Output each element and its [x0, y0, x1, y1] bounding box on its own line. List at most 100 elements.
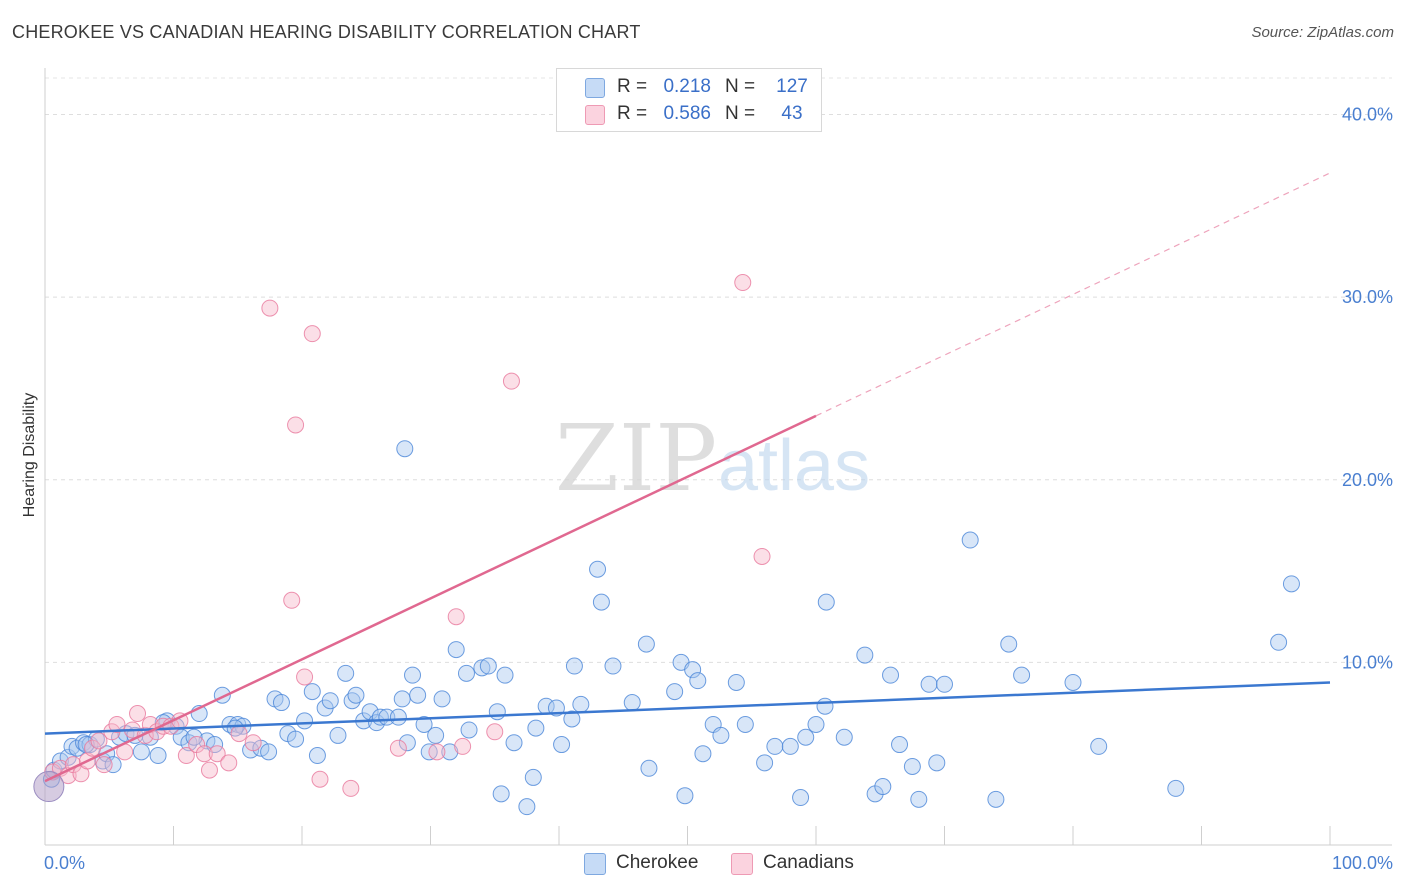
legend-r-value: 0.218: [663, 76, 711, 97]
cherokee-point: [272, 694, 290, 712]
cherokee-point: [132, 743, 150, 761]
canadians-point: [129, 705, 147, 723]
cherokee-point: [835, 728, 853, 746]
cherokee-point: [404, 666, 422, 684]
cherokee-point: [987, 790, 1005, 808]
cherokee-point: [389, 708, 407, 726]
cherokee-point: [457, 664, 475, 682]
cherokee-point: [1013, 666, 1031, 684]
cherokee-point: [816, 697, 834, 715]
cherokee-point: [920, 675, 938, 693]
scatter-points: [33, 274, 1300, 816]
bottom-swatch-cherokee: [584, 853, 606, 875]
cherokee-point: [604, 657, 622, 675]
cherokee-point: [296, 712, 314, 730]
legend-r-label: R =: [617, 103, 648, 124]
cherokee-point: [396, 440, 414, 458]
y-tick-label: 40.0%: [1342, 105, 1393, 125]
cherokee-point: [398, 734, 416, 752]
cherokee-point: [447, 641, 465, 659]
source-label: Source: ZipAtlas.com: [1251, 24, 1394, 41]
canadians-point: [95, 756, 113, 774]
cherokee-point: [492, 785, 510, 803]
cherokee-point: [1090, 737, 1108, 755]
cherokee-point: [928, 754, 946, 772]
cherokee-point: [321, 692, 339, 710]
chart-title: CHEROKEE VS CANADIAN HEARING DISABILITY …: [12, 22, 641, 42]
canadians-point: [200, 761, 218, 779]
cherokee-point: [149, 747, 167, 765]
canadians-point: [311, 770, 329, 788]
cherokee-point: [518, 798, 536, 816]
canadians-point: [502, 372, 520, 390]
cherokee-point: [1167, 779, 1185, 797]
canadians-point: [84, 739, 102, 757]
canadians-point: [220, 754, 238, 772]
cherokee-point: [460, 721, 478, 739]
cherokee-point: [303, 683, 321, 701]
cherokee-point: [891, 736, 909, 754]
cherokee-point: [441, 743, 459, 761]
canadians-point: [296, 668, 314, 686]
cherokee-point: [198, 732, 216, 750]
cherokee-point: [260, 743, 278, 761]
watermark-atlas: atlas: [718, 426, 870, 506]
canadians-trend-line: [44, 414, 817, 783]
cherokee-point: [505, 734, 523, 752]
cherokee-point: [640, 759, 658, 777]
cherokee-point: [427, 726, 445, 744]
cherokee-point: [666, 683, 684, 701]
canadians-point: [303, 325, 321, 343]
cherokee-point: [553, 736, 571, 754]
cherokee-point: [694, 745, 712, 763]
cherokee-point: [856, 646, 874, 664]
cherokee-point: [393, 690, 411, 708]
cherokee-point: [781, 737, 799, 755]
cherokee-point: [415, 715, 433, 733]
cherokee-point: [797, 728, 815, 746]
canadians-point: [195, 745, 213, 763]
cherokee-point: [329, 726, 347, 744]
cherokee-point: [756, 754, 774, 772]
legend: R = 0.218 N = 127 R = 0.586 N = 43: [556, 68, 822, 132]
y-tick-label: 20.0%: [1342, 470, 1393, 490]
canadians-point: [287, 416, 305, 434]
cluster-point: [33, 771, 65, 803]
cherokee-point: [527, 719, 545, 737]
watermark-zip: ZIP: [555, 405, 717, 512]
watermark: ZIP atlas: [555, 405, 870, 512]
x-tick-label: 100.0%: [1332, 853, 1393, 873]
cherokee-point: [676, 787, 694, 805]
legend-n-label: N =: [725, 76, 756, 97]
canadians-trend-extension: [815, 172, 1331, 417]
canadians-point: [447, 608, 465, 626]
cherokee-point: [347, 686, 365, 704]
canadians-point: [389, 739, 407, 757]
cherokee-point: [637, 635, 655, 653]
cherokee-point: [433, 690, 451, 708]
cherokee-point: [409, 686, 427, 704]
cherokee-point: [524, 768, 542, 786]
canadians-point: [208, 745, 226, 763]
cherokee-point: [623, 694, 641, 712]
cherokee-point: [903, 757, 921, 775]
canadians-point: [342, 779, 360, 797]
cherokee-point: [689, 672, 707, 690]
grid-lines: [45, 77, 1392, 663]
bottom-swatch-canadians: [731, 853, 753, 875]
canadians-point: [244, 734, 262, 752]
cherokee-point: [910, 790, 928, 808]
cherokee-point: [1000, 635, 1018, 653]
cherokee-point: [807, 715, 825, 733]
legend-swatch-canadians: [585, 105, 605, 125]
legend-n-value: 127: [776, 76, 808, 97]
cherokee-point: [817, 593, 835, 611]
cherokee-point: [337, 664, 355, 682]
cherokee-point: [473, 659, 491, 677]
canadians-point: [108, 715, 126, 733]
cherokee-trend-line: [44, 681, 1331, 735]
cherokee-point: [1270, 633, 1288, 651]
canadians-point: [486, 723, 504, 741]
canadians-point: [261, 299, 279, 317]
